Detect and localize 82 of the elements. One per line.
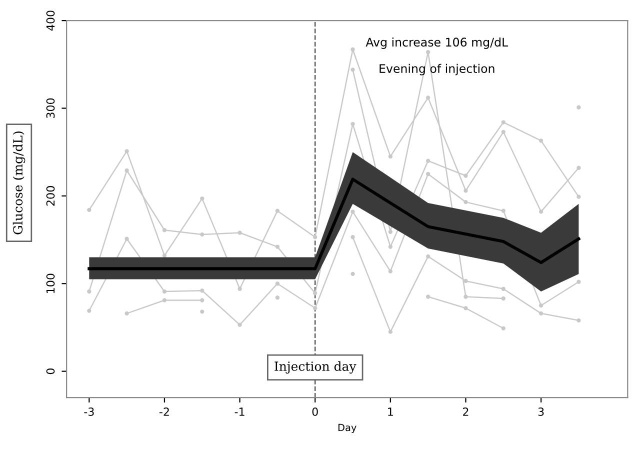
x-tick-label: -2 — [159, 408, 169, 416]
point — [350, 47, 355, 52]
point — [538, 311, 544, 316]
point — [501, 120, 506, 124]
annotation: Evening of injection — [380, 64, 494, 76]
point — [576, 280, 581, 284]
point — [313, 291, 318, 296]
point — [275, 244, 280, 249]
y-tick-label: 400 — [46, 10, 55, 31]
point — [200, 288, 204, 293]
x-tick-label: -1 — [234, 408, 244, 416]
point — [350, 122, 355, 126]
point — [538, 138, 544, 143]
point — [501, 208, 506, 213]
point — [162, 253, 167, 258]
x-tick-label: 2 — [463, 408, 468, 416]
point — [388, 230, 393, 234]
point — [501, 326, 506, 330]
point — [350, 235, 355, 240]
point — [426, 172, 430, 176]
point — [388, 154, 393, 159]
point — [388, 269, 393, 274]
point — [576, 166, 581, 170]
y-tick-label: 200 — [46, 186, 55, 206]
point — [576, 194, 581, 199]
point — [501, 286, 506, 291]
point — [350, 210, 355, 214]
point — [238, 286, 242, 291]
point — [87, 308, 92, 313]
point — [538, 210, 544, 214]
x-tick-label: -3 — [84, 408, 94, 416]
point — [200, 310, 204, 314]
point — [576, 318, 581, 323]
point — [238, 322, 242, 327]
point — [464, 174, 468, 178]
x-tick-label: 0 — [312, 408, 318, 416]
point — [275, 208, 280, 213]
y-tick-label: 100 — [46, 274, 55, 293]
point — [464, 188, 468, 193]
point — [464, 306, 468, 310]
point — [124, 311, 129, 316]
x-axis-title: Day — [338, 424, 356, 434]
point — [426, 294, 430, 299]
point — [162, 298, 167, 302]
point — [87, 289, 92, 294]
point — [162, 289, 167, 294]
x-tick-label: 1 — [388, 408, 393, 416]
annotation: Avg increase 106 mg/dL — [366, 37, 508, 49]
point — [426, 96, 430, 100]
y-tick-label: 0 — [46, 368, 55, 374]
point — [426, 158, 430, 163]
y-tick-label: 300 — [46, 98, 55, 118]
point — [124, 236, 129, 241]
point — [426, 50, 430, 54]
point — [87, 208, 92, 212]
point — [238, 230, 242, 235]
point — [388, 330, 393, 334]
point — [275, 296, 280, 300]
point — [200, 298, 204, 302]
point — [576, 105, 581, 110]
x-tick-label: 3 — [538, 408, 544, 416]
point — [464, 200, 468, 204]
point — [426, 254, 430, 259]
point — [501, 130, 506, 134]
point — [313, 235, 318, 240]
line-series — [88, 178, 580, 270]
point — [124, 168, 129, 173]
ref-line-label: Injection day — [274, 361, 356, 374]
point — [350, 68, 355, 72]
point — [124, 149, 129, 154]
point — [388, 244, 393, 249]
point — [275, 282, 280, 286]
point — [464, 294, 468, 299]
point — [313, 306, 318, 310]
point — [464, 278, 468, 284]
point — [200, 232, 204, 237]
y-axis-title: Glucose (mg/dL) — [12, 132, 26, 234]
point — [350, 272, 355, 276]
point — [200, 196, 204, 201]
point — [538, 303, 544, 308]
point — [162, 228, 167, 232]
point — [501, 296, 506, 301]
